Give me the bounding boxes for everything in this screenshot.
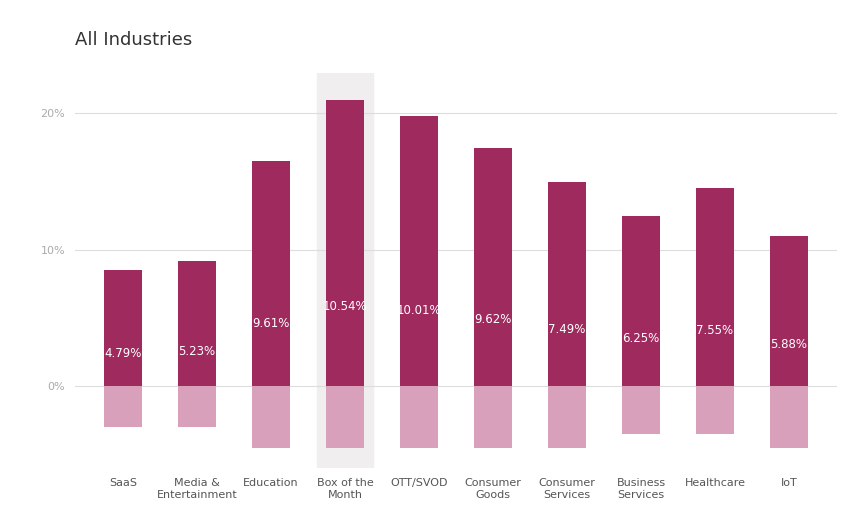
Bar: [474, 148, 512, 386]
Text: 7.49%: 7.49%: [549, 322, 585, 335]
Text: 10.01%: 10.01%: [397, 304, 441, 317]
Bar: [104, 270, 142, 386]
Bar: [548, 284, 586, 448]
Text: 9.62%: 9.62%: [475, 313, 512, 326]
Text: 4.79%: 4.79%: [105, 348, 141, 360]
Bar: [548, 182, 586, 386]
Bar: [178, 334, 216, 427]
Text: 10.54%: 10.54%: [323, 300, 367, 312]
Text: All Industries: All Industries: [75, 31, 193, 49]
Bar: [325, 250, 365, 448]
Text: 9.61%: 9.61%: [252, 317, 290, 330]
Bar: [622, 216, 660, 386]
Bar: [104, 339, 142, 427]
Bar: [400, 253, 438, 448]
Bar: [696, 291, 734, 434]
Bar: [400, 116, 438, 386]
Text: 7.55%: 7.55%: [696, 324, 734, 338]
Text: 6.25%: 6.25%: [622, 332, 659, 345]
Bar: [769, 304, 809, 448]
Bar: [769, 236, 809, 386]
Bar: [696, 188, 734, 386]
Bar: [178, 261, 216, 386]
Bar: [622, 293, 660, 434]
Bar: [325, 100, 365, 386]
Text: 5.23%: 5.23%: [179, 345, 216, 358]
Text: 5.88%: 5.88%: [770, 338, 808, 351]
Bar: [252, 280, 291, 448]
Bar: [474, 264, 512, 448]
Bar: [252, 161, 291, 386]
Bar: [317, 72, 373, 468]
